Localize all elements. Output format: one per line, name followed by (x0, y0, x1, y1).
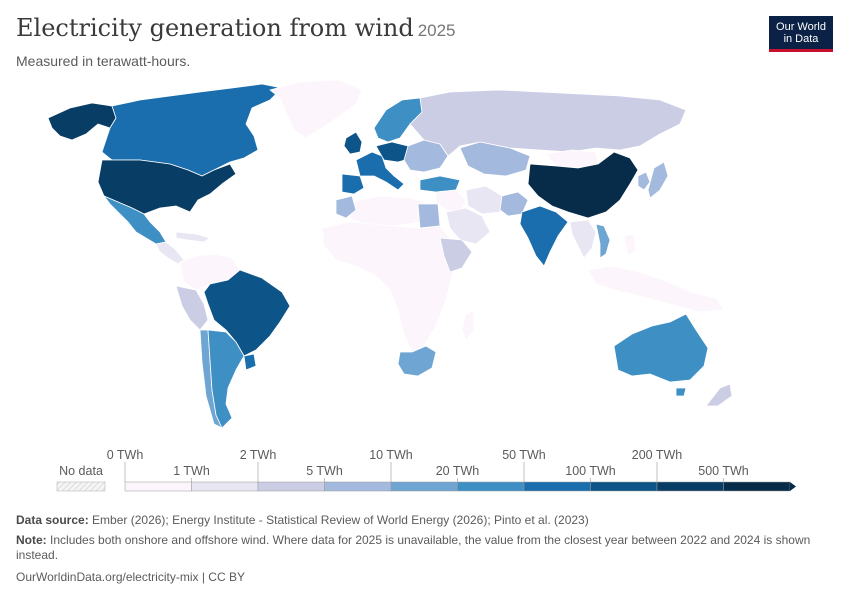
region-argentina[interactable] (207, 329, 245, 429)
footer-source: Data source: Ember (2026); Energy Instit… (16, 513, 832, 528)
color-legend: No data 0 TWh 2 TWh 10 TWh 50 TWh 200 TWh 1 T… (56, 448, 796, 492)
region-vietnam[interactable] (595, 223, 611, 259)
legend-bottom-label-4: 500 TWh (698, 464, 749, 478)
region-egypt[interactable] (417, 203, 441, 229)
region-sub-saharan-africa[interactable] (321, 221, 459, 353)
region-brazil[interactable] (203, 269, 291, 357)
region-morocco[interactable] (335, 195, 357, 219)
legend-bottom-label-2: 20 TWh (436, 464, 480, 478)
legend-top-label-1: 2 TWh (240, 448, 277, 462)
legend-bottom-label-0: 1 TWh (173, 464, 210, 478)
region-south-africa[interactable] (397, 345, 437, 377)
region-greenland[interactable] (269, 79, 363, 139)
note-text: Includes both onshore and offshore wind.… (16, 533, 811, 562)
chart-title: Electricity generation from wind 2025 (16, 14, 456, 42)
region-russia[interactable] (409, 89, 687, 157)
title-year: 2025 (417, 21, 456, 40)
region-australia[interactable] (613, 313, 709, 383)
region-spain[interactable] (341, 173, 365, 195)
legend-bin-0[interactable] (124, 481, 192, 492)
region-peru[interactable] (175, 285, 209, 331)
logo-line-1: Our World (776, 21, 826, 33)
legend-top-label-2: 10 TWh (369, 448, 413, 462)
legend-bottom-label-3: 100 TWh (565, 464, 616, 478)
legend-top-label-4: 200 TWh (632, 448, 683, 462)
region-iran[interactable] (465, 185, 503, 215)
region-china[interactable] (527, 151, 639, 219)
title-text: Electricity generation from wind (16, 14, 414, 42)
source-label: Data source: (16, 513, 89, 527)
legend-no-data-label: No data (59, 464, 103, 478)
region-central-america[interactable] (155, 241, 185, 265)
footer-note: Note: Includes both onshore and offshore… (16, 533, 832, 563)
region-southeast-asia[interactable] (569, 219, 597, 259)
footer-url[interactable]: OurWorldinData.org/electricity-mix | CC … (16, 570, 245, 584)
region-turkey[interactable] (419, 175, 461, 193)
legend-bin-6[interactable] (523, 481, 591, 492)
legend-bin-8[interactable] (656, 481, 724, 492)
region-indonesia[interactable] (587, 265, 725, 313)
chart-subtitle: Measured in terawatt-hours. (16, 53, 191, 69)
region-caribbean[interactable] (175, 231, 211, 243)
region-saudi-arabia[interactable] (445, 207, 491, 245)
region-philippines[interactable] (623, 233, 637, 257)
owid-logo[interactable]: Our World in Data (769, 16, 833, 52)
legend-arrow (790, 482, 796, 491)
legend-bin-4[interactable] (390, 481, 458, 492)
legend-bin-2[interactable] (257, 481, 325, 492)
region-madagascar[interactable] (461, 309, 475, 341)
note-label: Note: (16, 533, 47, 547)
region-alaska[interactable] (47, 102, 117, 141)
legend-bin-5[interactable] (457, 481, 525, 492)
region-korea[interactable] (637, 171, 651, 191)
region-uruguay[interactable] (243, 353, 257, 371)
region-tasmania[interactable] (675, 387, 687, 397)
legend-top-label-3: 50 TWh (502, 448, 546, 462)
region-kenya-ethiopia[interactable] (439, 237, 473, 273)
region-japan[interactable] (647, 161, 669, 199)
region-india[interactable] (519, 205, 569, 267)
region-new-zealand[interactable] (705, 383, 733, 407)
legend-bin-3[interactable] (324, 481, 392, 492)
logo-line-2: in Data (783, 33, 819, 45)
region-kazakhstan[interactable] (459, 141, 531, 177)
legend-top-label-0: 0 TWh (107, 448, 144, 462)
region-europe-west[interactable] (355, 151, 405, 191)
source-text: Ember (2026); Energy Institute - Statist… (92, 513, 589, 527)
legend-bin-7[interactable] (590, 481, 658, 492)
region-canada[interactable] (101, 83, 283, 177)
legend-bin-1[interactable] (191, 481, 259, 492)
region-uk[interactable] (343, 131, 363, 155)
world-map (47, 79, 733, 429)
legend-bin-9[interactable] (723, 481, 791, 492)
legend-no-data-swatch (56, 481, 106, 492)
legend-bottom-label-1: 5 TWh (306, 464, 343, 478)
